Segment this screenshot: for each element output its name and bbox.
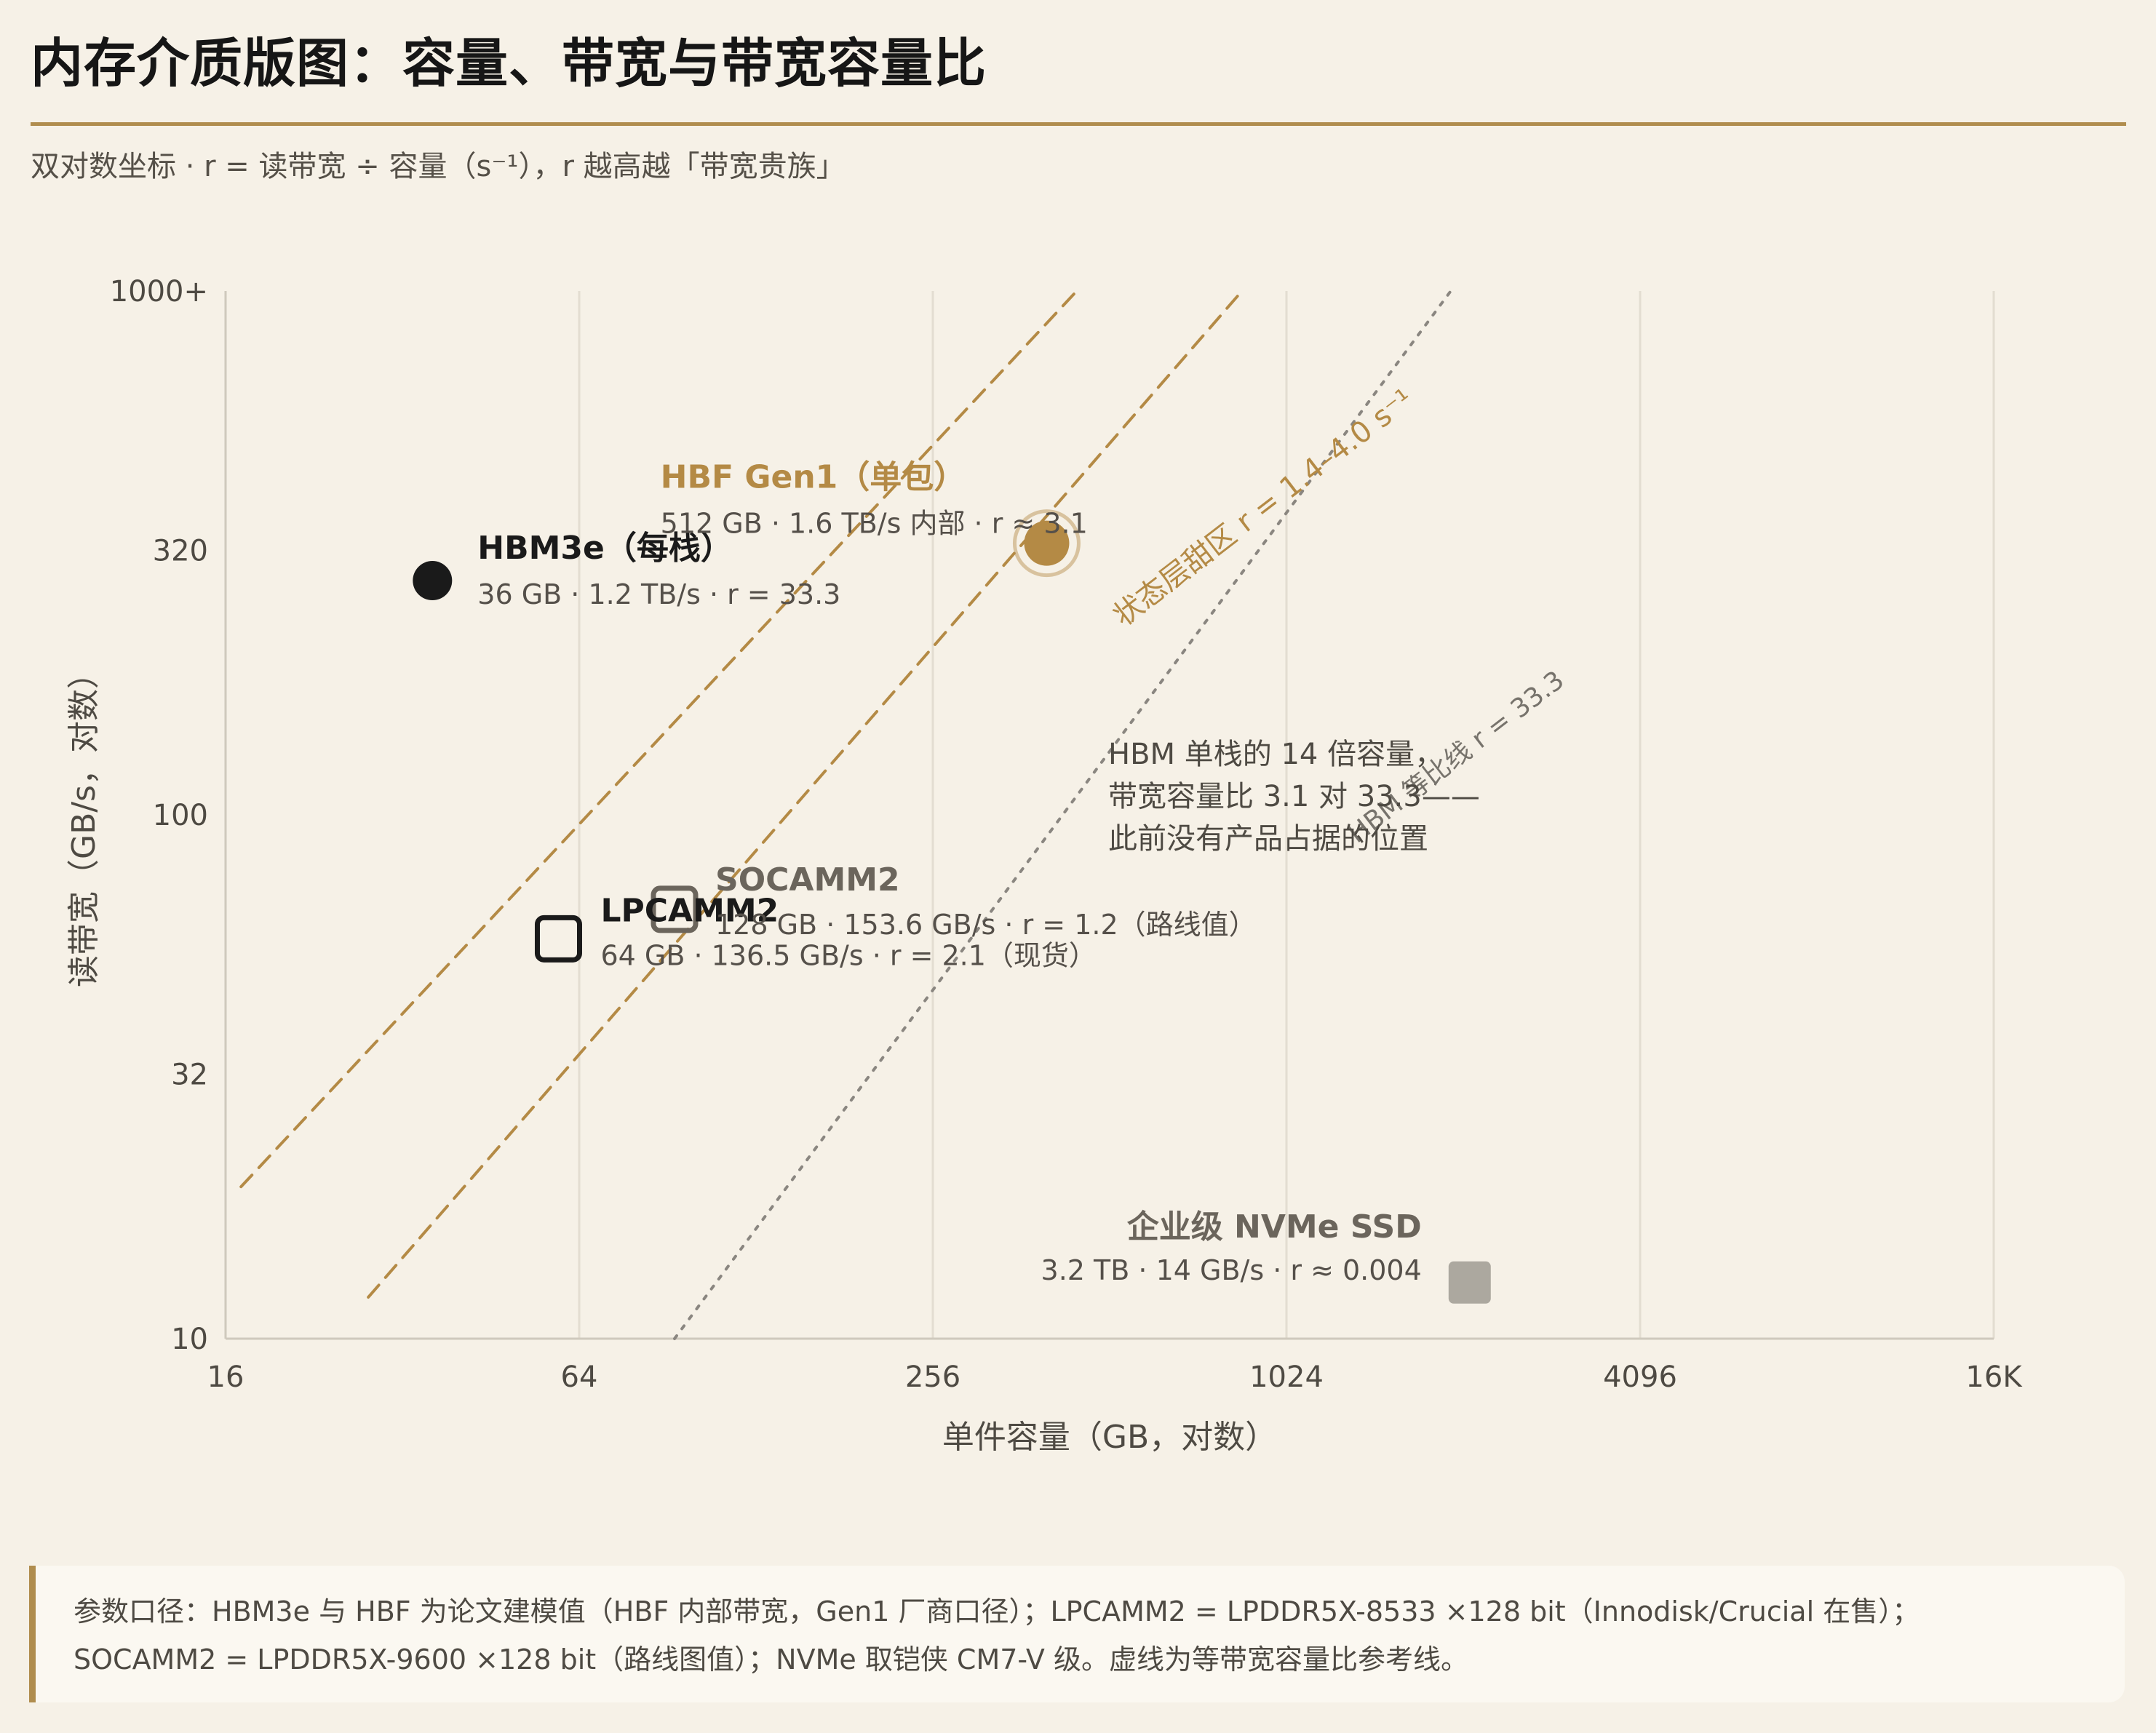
footnote-line-1: 参数口径：HBM3e 与 HBF 为论文建模值（HBF 内部带宽，Gen1 厂商… [73,1595,1920,1628]
footnote-box: 参数口径：HBM3e 与 HBF 为论文建模值（HBF 内部带宽，Gen1 厂商… [29,1566,2125,1702]
point-halo-hbf [1012,509,1081,578]
y-tick-label: 10 [171,1323,208,1356]
y-tick-label: 100 [153,799,208,832]
point-socamm2 [651,885,699,933]
x-tick-label: 16 [207,1360,244,1394]
point-name-socamm2: SOCAMM2 [715,861,900,899]
callout-line: 此前没有产品占据的位置 [1108,822,1428,856]
annotation-sweet-zone: 状态层甜区 r = 1.4–4.0 s⁻¹ [1107,383,1420,634]
point-detail-hbf: 512 GB · 1.6 TB/s 内部 · r ≈ 3.1 [661,508,1088,540]
reference-lines-layer [239,290,1452,1340]
y-tick-label: 1000+ [110,275,208,308]
point-detail-socamm2: 128 GB · 153.6 GB/s · r = 1.2（路线值） [715,909,1257,941]
x-tick-label: 64 [561,1360,598,1394]
reference-line-r-upper [239,290,1078,1189]
grid-layer [224,291,1995,1339]
point-name-hbf: HBF Gen1（单包） [661,459,966,496]
x-tick-label: 256 [905,1360,960,1394]
y-tick-label: 32 [171,1058,208,1091]
axis-layer: 16 64 256 1024 4096 16K 10 32 100 320 1000+ 单件容量（GB… [65,275,2023,1456]
x-tick-label: 1024 [1249,1360,1324,1394]
scatter-chart: 16 64 256 1024 4096 16K 10 32 100 320 1000+ 单件容量（GB… [65,275,2023,1456]
point-name-lpcamm2: LPCAMM2 [600,892,779,929]
point-detail-lpcamm2: 64 GB · 136.5 GB/s · r = 2.1（现货） [600,939,1096,971]
footnote-line-2: SOCAMM2 = LPDDR5X-9600 ×128 bit（路线图值）；NV… [73,1644,1468,1676]
x-tick-label: 16K [1965,1360,2023,1394]
point-detail-nvme: 3.2 TB · 14 GB/s · r ≈ 0.004 [1041,1254,1422,1286]
point-name-hbm3e: HBM3e（每栈） [477,530,733,567]
y-axis-title: 读带宽（GB/s，对数） [65,657,103,987]
reference-line-r-lower [367,290,1244,1299]
point-lpcamm2 [534,915,582,963]
point-detail-hbm3e: 36 GB · 1.2 TB/s · r = 33.3 [477,578,840,610]
point-hbf [1024,520,1070,566]
x-tick-label: 4096 [1603,1360,1677,1394]
page-title: 内存介质版图：容量、带宽与带宽容量比 [31,32,987,94]
point-hbm3e [413,561,453,601]
point-nvme [1448,1261,1491,1304]
callout-line: 带宽容量比 3.1 对 33.3—— [1108,780,1480,813]
callout-line: HBM 单栈的 14 倍容量， [1108,738,1444,771]
title-rule [31,122,2126,126]
point-name-nvme: 企业级 NVMe SSD [1127,1208,1422,1246]
page-subtitle: 双对数坐标 · r = 读带宽 ÷ 容量（s⁻¹），r 越高越「带宽贵族」 [31,150,846,183]
y-tick-label: 320 [153,534,208,567]
points-layer [413,509,1491,1304]
x-axis-title: 单件容量（GB，对数） [942,1419,1277,1456]
